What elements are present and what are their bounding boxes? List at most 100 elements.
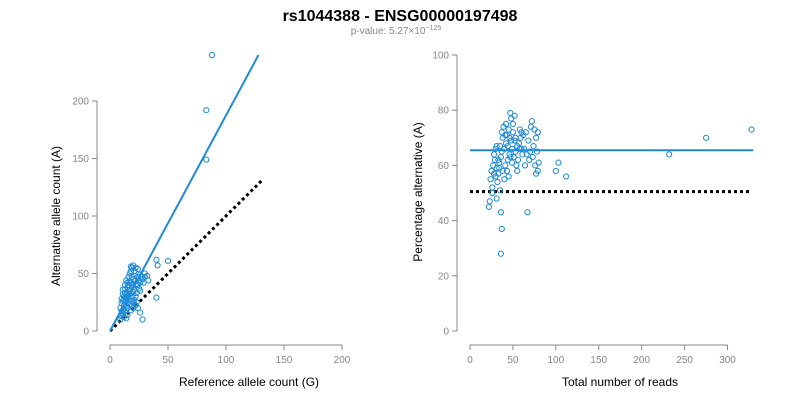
allele-count-scatter-panel: Reference allele count (G) Alternative a… (49, 51, 351, 389)
left-data-point (208, 51, 216, 59)
right-data-point (498, 225, 505, 232)
right-data-point (486, 198, 493, 205)
left-data-point (127, 289, 134, 297)
right-x-axis-title: Total number of reads (562, 375, 678, 389)
right-data-point (532, 162, 539, 169)
right-data-point (496, 159, 503, 166)
right-data-point (535, 159, 542, 166)
right-y-tick-label: 60 (438, 161, 450, 172)
left-data-point (127, 263, 134, 270)
right-data-point (515, 140, 523, 147)
left-x-tick-label: 100 (218, 355, 235, 366)
right-data-point (508, 145, 516, 152)
right-data-point (530, 142, 537, 150)
left-data-point (141, 273, 148, 281)
right-data-point (505, 173, 512, 180)
right-data-point (502, 131, 509, 139)
right-y-axis-title: Percentage alternative (A) (411, 122, 425, 261)
left-reference-line (110, 178, 262, 333)
left-data-point (137, 309, 144, 316)
left-data-point (126, 291, 133, 298)
right-data-point (533, 148, 541, 155)
right-data-point (497, 250, 505, 257)
right-data-point (509, 120, 517, 128)
right-y-tick-label: 80 (438, 106, 450, 117)
left-data-point (123, 315, 130, 322)
right-data-point (487, 176, 494, 183)
left-y-tick-label: 150 (72, 154, 89, 165)
right-data-point (492, 145, 499, 152)
right-data-point (514, 156, 522, 163)
right-data-point (503, 167, 511, 175)
p-value-subtitle: p-value: 5.27×10−125 (351, 25, 442, 37)
right-data-point (555, 159, 562, 166)
left-data-point (130, 280, 137, 287)
left-data-point (132, 293, 139, 300)
p-value-times: × (409, 26, 415, 37)
right-x-tick-label: 300 (719, 355, 736, 366)
left-data-point (138, 273, 145, 281)
right-data-point (522, 129, 529, 136)
left-data-point (164, 257, 172, 264)
right-data-point (511, 137, 518, 144)
right-data-point (552, 167, 559, 175)
right-data-point (512, 134, 519, 141)
right-data-point (525, 137, 532, 144)
right-data-point (748, 126, 755, 133)
right-data-point (526, 156, 533, 163)
left-data-point (127, 268, 134, 275)
right-data-point (504, 142, 511, 150)
right-data-point (508, 159, 516, 166)
right-data-point (499, 167, 506, 175)
left-x-tick-label: 0 (107, 355, 113, 366)
right-data-point (491, 156, 498, 163)
right-data-point (506, 134, 513, 141)
right-data-point (516, 126, 523, 133)
right-data-point (666, 151, 673, 158)
right-x-tick-label: 0 (467, 355, 473, 366)
left-data-point (117, 316, 124, 323)
left-data-point (125, 273, 132, 281)
right-y-tick-label: 20 (438, 271, 450, 282)
right-data-point (502, 162, 509, 169)
left-data-point (123, 302, 130, 309)
p-value-exponent: −125 (426, 25, 442, 32)
right-data-point (493, 195, 500, 202)
right-x-tick-label: 100 (548, 355, 565, 366)
left-data-point (137, 279, 144, 286)
right-data-point (490, 170, 498, 177)
right-data-point (702, 134, 710, 141)
right-data-point (507, 154, 514, 161)
left-data-point (139, 316, 146, 323)
left-y-tick-label: 50 (78, 269, 90, 280)
left-data-point (124, 311, 131, 318)
left-x-tick-label: 150 (276, 355, 293, 366)
right-y-tick-label: 0 (443, 327, 449, 338)
right-data-point (534, 129, 541, 136)
right-data-point (506, 151, 513, 158)
right-data-point (524, 209, 531, 216)
right-data-point (509, 129, 517, 136)
left-data-point (154, 262, 161, 269)
left-data-point (124, 296, 131, 304)
figure-title: rs1044388 - ENSG00000197498 (283, 8, 518, 25)
left-data-point (153, 256, 160, 263)
right-data-point (529, 154, 536, 161)
left-y-tick-label: 200 (72, 97, 89, 108)
right-data-point (497, 209, 505, 216)
right-data-point (533, 170, 540, 177)
right-x-tick-label: 200 (633, 355, 650, 366)
left-data-point (203, 156, 210, 163)
left-x-axis-title: Reference allele count (G) (179, 375, 319, 389)
right-data-point (531, 126, 538, 133)
right-data-point (490, 151, 498, 158)
right-data-point (505, 126, 512, 133)
right-data-point (518, 145, 525, 152)
p-value-prefix: p-value: 5.27 (351, 26, 409, 37)
left-data-point (118, 308, 125, 315)
left-data-point (153, 294, 160, 301)
right-data-point (493, 165, 500, 172)
right-data-point (514, 167, 521, 175)
right-x-tick-label: 50 (507, 355, 519, 366)
